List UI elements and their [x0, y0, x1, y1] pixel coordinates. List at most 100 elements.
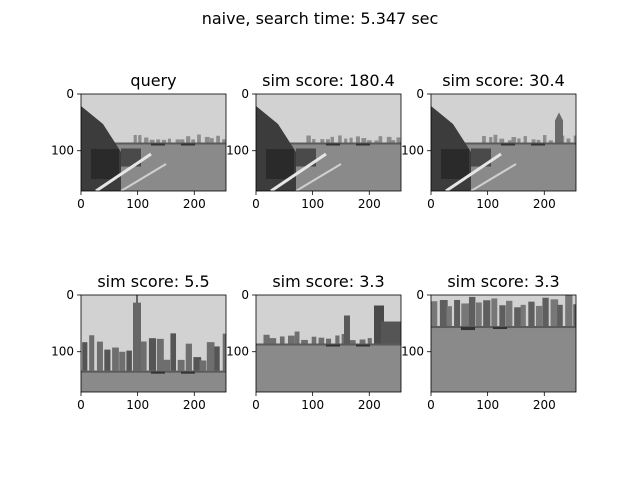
photo-scene	[81, 295, 226, 392]
y-tick-label: 0	[241, 87, 249, 101]
photo-building	[565, 295, 573, 327]
subplot: sim score: 3.3 0 100 200 0 100	[226, 272, 402, 412]
photo-building	[511, 137, 517, 143]
photo-tower	[374, 305, 384, 344]
photo-building	[126, 350, 132, 371]
photo-railing	[270, 152, 327, 191]
photo-building	[185, 343, 192, 371]
photo-building	[222, 333, 226, 371]
photo-building	[536, 139, 541, 143]
photo-building	[482, 136, 486, 143]
photo-building	[330, 136, 334, 143]
x-tick-label: 200	[533, 197, 556, 211]
photo-building	[439, 299, 448, 327]
photo-building	[338, 135, 342, 143]
photo-scene	[256, 94, 401, 191]
x-tick-label: 200	[183, 197, 206, 211]
photo-boat	[356, 143, 370, 146]
subplot-frame	[255, 294, 402, 393]
photo-building	[156, 338, 164, 371]
photo-foreground-block	[441, 149, 469, 179]
photo-building	[506, 300, 513, 327]
x-tick-label: 200	[533, 398, 556, 412]
y-tick-label: 0	[66, 288, 74, 302]
photo-building	[454, 299, 461, 327]
photo-tower	[133, 302, 141, 371]
subplot: sim score: 180.4 0 100 200 0 100	[226, 71, 402, 211]
photo-building	[133, 134, 137, 143]
subplot-frame	[80, 294, 227, 393]
photo-building	[180, 139, 185, 143]
photo-railing	[470, 163, 517, 191]
x-tick-label: 100	[126, 398, 149, 412]
photo-building	[499, 305, 506, 327]
photo-boat	[151, 371, 165, 374]
photo-building	[199, 360, 207, 371]
photo-building	[431, 301, 438, 327]
photo-building	[312, 139, 316, 143]
photo-building	[204, 136, 210, 143]
photo-building	[520, 304, 526, 327]
photo-boat	[461, 327, 475, 331]
y-tick-label: 0	[241, 288, 249, 302]
photo-scene	[431, 295, 576, 392]
photo-building	[320, 139, 325, 143]
photo-foreground-block	[121, 148, 141, 167]
x-tick-label: 0	[77, 398, 85, 412]
photo-boat	[326, 344, 340, 347]
subplot-frame	[430, 294, 577, 393]
x-tick-label: 100	[301, 398, 324, 412]
y-tick-label: 100	[51, 144, 74, 158]
photo-building	[89, 335, 95, 371]
x-tick-label: 0	[252, 197, 260, 211]
subplot-title: sim score: 3.3	[447, 272, 559, 291]
y-tick-label: 100	[401, 345, 424, 359]
subplot: sim score: 3.3 0 100 200 0 100	[401, 272, 577, 412]
photo-building	[514, 307, 522, 327]
photo-foreground-block	[266, 149, 294, 179]
photo-building	[386, 136, 392, 143]
photo-building	[531, 139, 536, 143]
subplot-frame	[255, 93, 402, 192]
photo-building	[367, 140, 372, 143]
subplot-title: sim score: 5.5	[97, 272, 209, 291]
y-tick-label: 100	[226, 345, 249, 359]
y-tick-label: 100	[51, 345, 74, 359]
photo-building	[186, 136, 191, 143]
photo-building	[355, 136, 360, 143]
photo-building	[326, 338, 332, 344]
photo-building	[550, 299, 559, 327]
photo-boat	[501, 143, 515, 146]
panel-grid: query 0 100 200 0 100 sim score: 180.4 0 100 200 0…	[51, 71, 577, 412]
photo-building	[216, 135, 220, 143]
x-tick-label: 100	[301, 197, 324, 211]
photo-building	[138, 135, 142, 143]
photo-building	[206, 342, 215, 371]
photo-building	[391, 140, 396, 143]
photo-building	[557, 304, 563, 327]
y-tick-label: 100	[226, 144, 249, 158]
photo-building	[301, 339, 308, 344]
subplot-title: sim score: 3.3	[272, 272, 384, 291]
photo-building	[548, 140, 553, 143]
photo-building	[161, 139, 167, 143]
photo-foreground-block	[91, 149, 119, 179]
x-tick-label: 0	[77, 197, 85, 211]
photo-building	[214, 346, 220, 371]
photo-building	[167, 138, 171, 143]
x-tick-label: 0	[427, 398, 435, 412]
photo-building	[499, 138, 505, 143]
photo-building	[468, 296, 476, 327]
photo-boat	[356, 344, 370, 347]
photo-building	[381, 321, 401, 344]
photo-building	[209, 138, 214, 143]
photo-railing	[120, 163, 167, 191]
photo-building	[222, 139, 226, 143]
y-tick-label: 100	[401, 144, 424, 158]
photo-foreground-block	[471, 148, 491, 167]
photo-building	[542, 135, 547, 143]
photo-building	[475, 302, 482, 327]
photo-scene	[81, 94, 226, 191]
